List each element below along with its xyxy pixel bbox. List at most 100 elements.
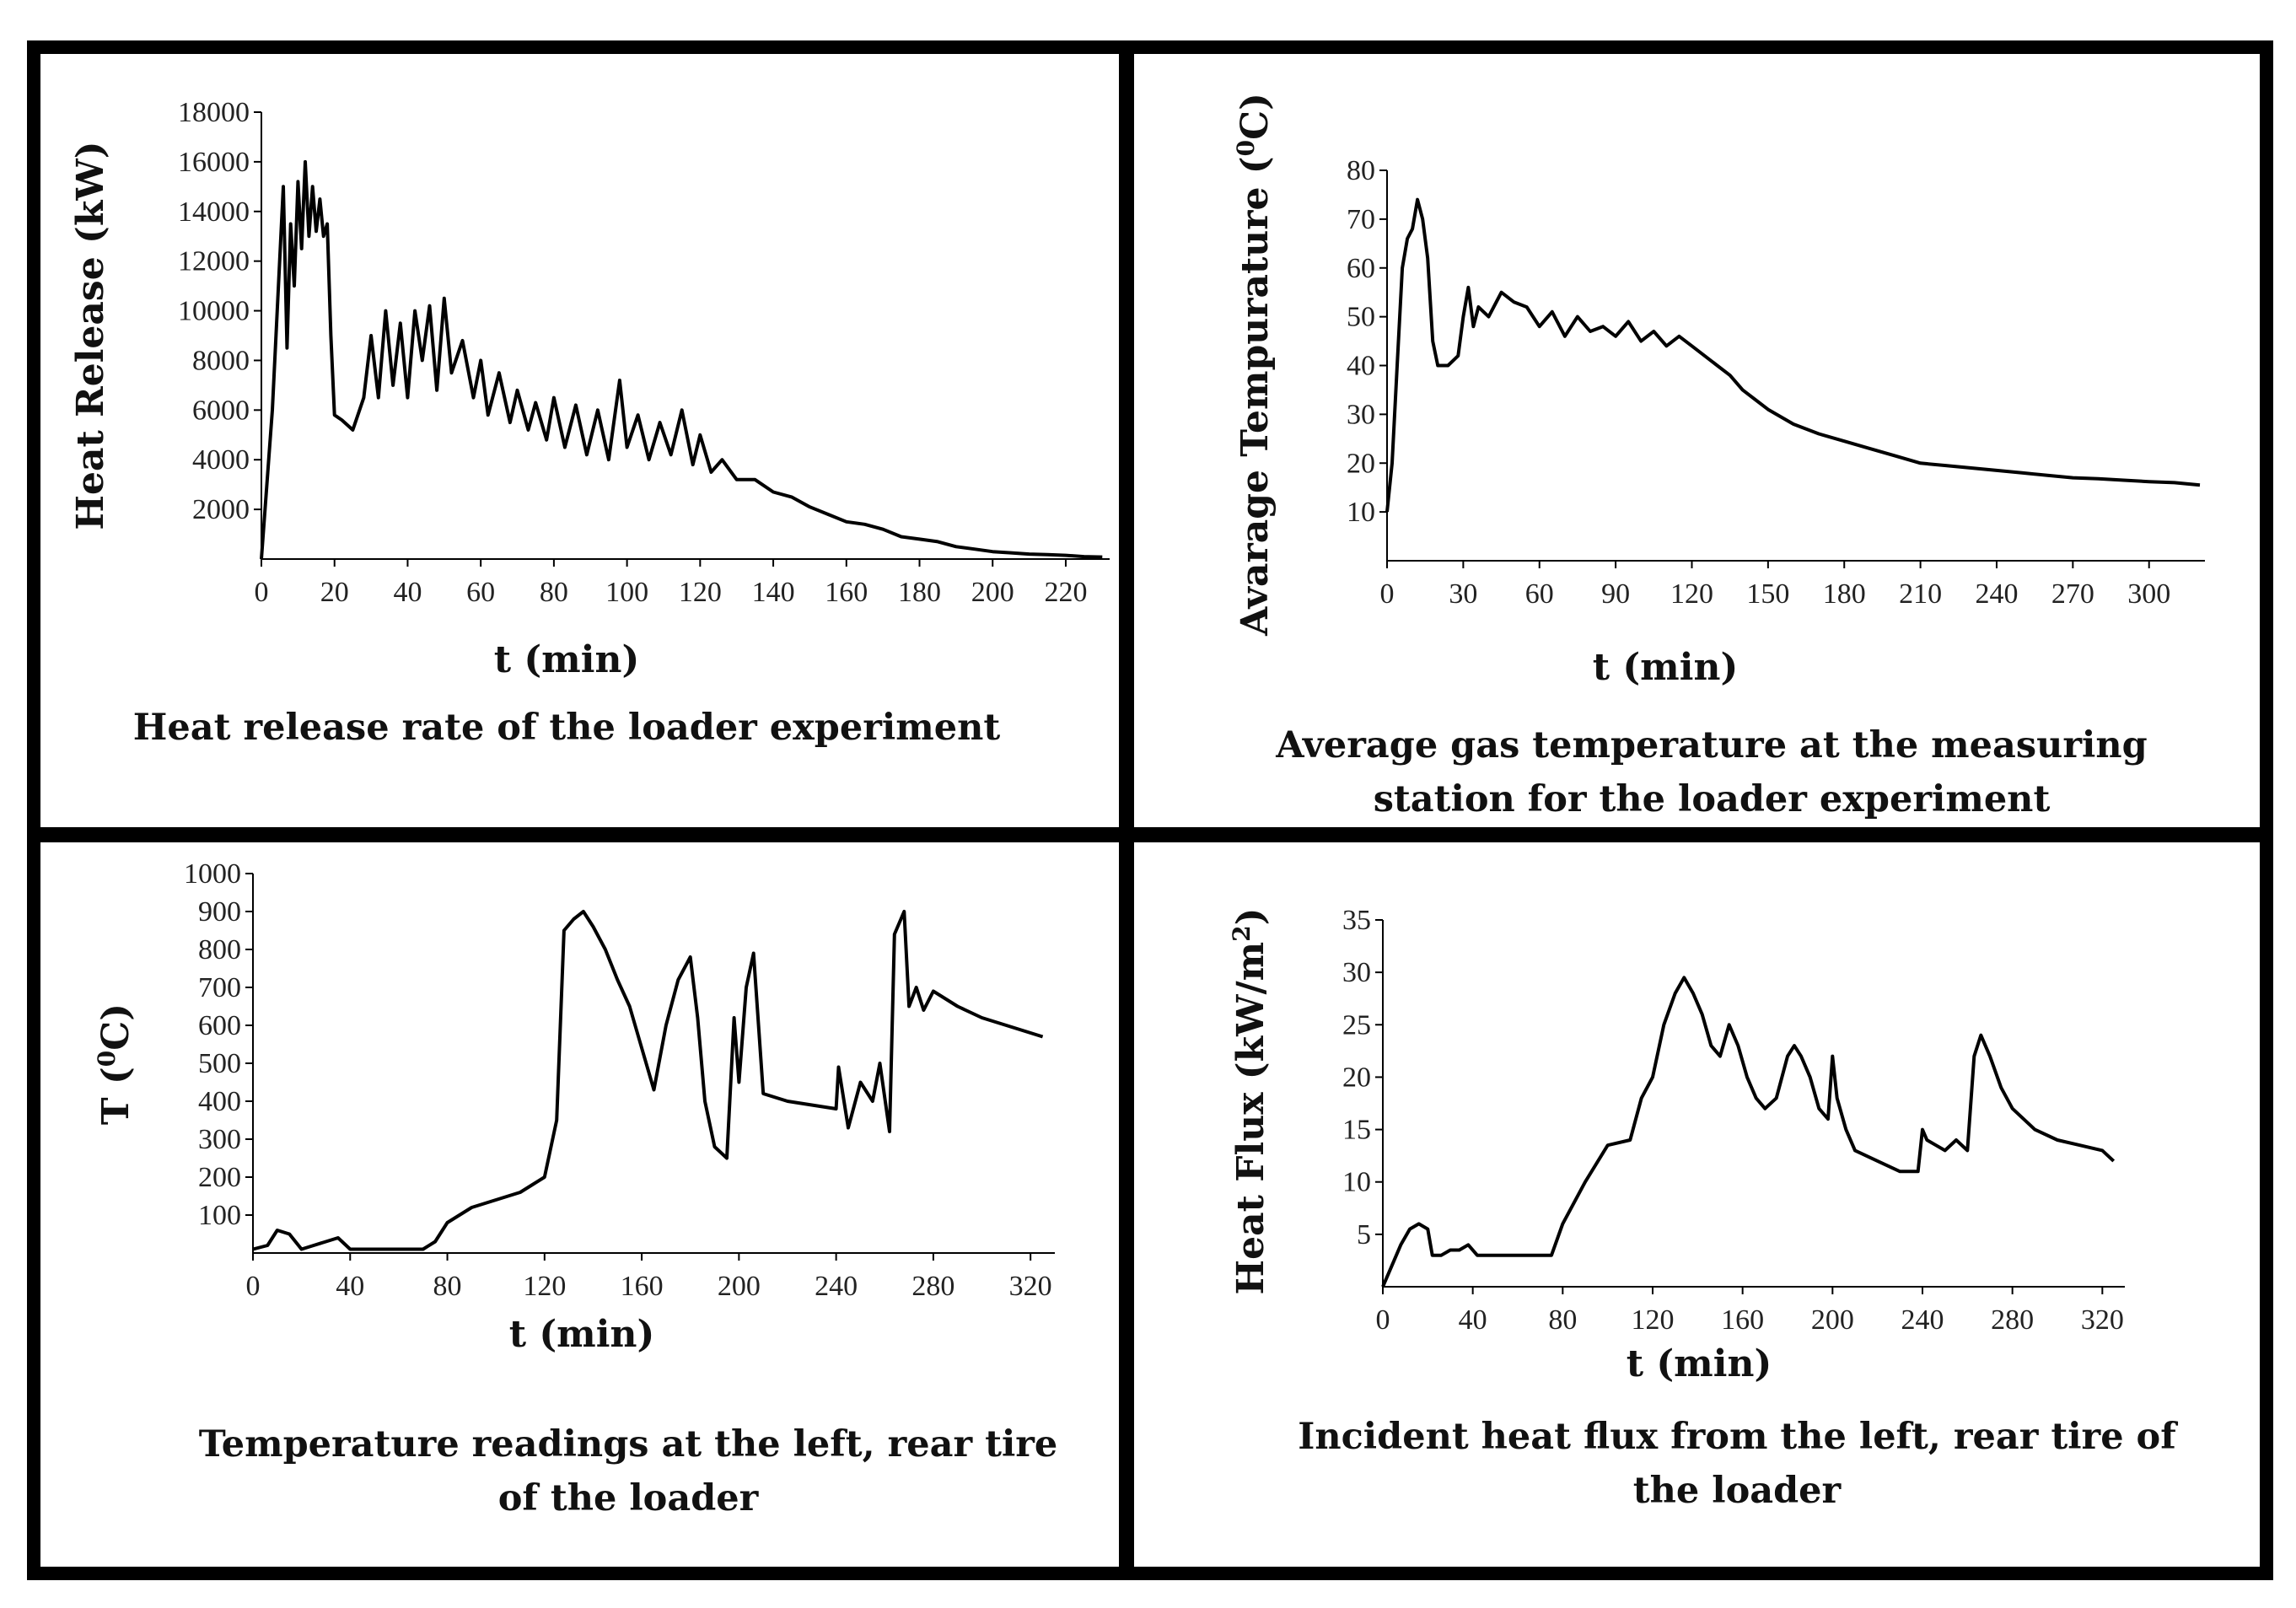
gas-temperature-ylabel: Avarage Tempurature (0C) [1232,93,1277,637]
y-tick-label: 12000 [178,246,250,277]
x-tick-label: 60 [1525,578,1554,610]
y-tick-label: 10 [1347,497,1375,528]
y-tick-label: 15 [1342,1115,1371,1146]
x-tick-label: 200 [718,1271,761,1302]
y-tick-label: 70 [1347,204,1375,235]
heat-release-caption: Heat release rate of the loader experime… [133,707,1001,749]
x-tick-label: 40 [393,577,422,608]
y-tick-label: 100 [198,1200,241,1231]
y-tick-label: 5 [1357,1219,1371,1250]
y-tick-label: 10000 [178,296,250,327]
gas-temperature-caption-line2: station for the loader experiment [1374,778,2051,820]
x-tick-label: 120 [1632,1304,1675,1336]
x-tick-label: 150 [1746,578,1789,610]
y-tick-label: 300 [198,1124,241,1155]
panel-frames [27,40,2273,1580]
x-tick-label: 240 [1975,578,2018,610]
y-tick-label: 80 [1347,155,1375,186]
x-tick-label: 80 [1548,1304,1577,1336]
x-tick-label: 40 [336,1271,364,1302]
tire-temperature-xlabel: t (min) [509,1313,655,1356]
x-tick-label: 210 [1899,578,1942,610]
y-tick-label: 200 [198,1162,241,1193]
y-tick-label: 60 [1347,253,1375,284]
x-tick-label: 180 [1823,578,1866,610]
heat-flux-caption-line2: the loader [1633,1470,1842,1512]
panel-heat-flux: 5 10 15 20 25 30 35 0 40 80 120 160 200 240 280 320 Hea… [1228,905,2178,1512]
outer-frame [27,40,2273,1580]
y-tick-label: 8000 [192,345,250,376]
y-tick-label: 30 [1342,957,1371,988]
x-tick-label: 180 [898,577,941,608]
x-tick-label: 20 [320,577,349,608]
x-tick-label: 0 [1380,578,1395,610]
series-line [260,159,1103,560]
series-line [1385,197,2201,513]
x-tick-label: 140 [752,577,795,608]
x-tick-label: 240 [815,1271,858,1302]
x-tick-label: 100 [605,577,648,608]
x-tick-label: 90 [1601,578,1630,610]
y-tick-label: 800 [198,934,241,965]
x-tick-label: 60 [466,577,495,608]
x-tick-label: 80 [433,1271,462,1302]
x-tick-label: 80 [540,577,568,608]
tire-temperature-ylabel: T (0C) [93,1003,137,1125]
y-tick-label: 14000 [178,196,250,228]
y-tick-label: 2000 [192,494,250,525]
x-tick-label: 160 [825,577,868,608]
y-tick-label: 1000 [184,858,241,890]
y-tick-label: 25 [1342,1009,1371,1041]
series-line [252,910,1044,1251]
x-tick-label: 160 [621,1271,664,1302]
heat-flux-ylabel: Heat Flux (kW/m2) [1228,908,1272,1295]
x-tick-label: 120 [523,1271,566,1302]
y-tick-label: 500 [198,1048,241,1079]
series-line [1381,976,2116,1288]
tire-temperature-caption-line2: of the loader [498,1477,760,1519]
x-tick-label: 120 [679,577,722,608]
x-tick-label: 0 [255,577,269,608]
x-tick-label: 200 [971,577,1014,608]
heat-flux-xlabel: t (min) [1627,1342,1772,1385]
x-tick-label: 240 [1901,1304,1944,1336]
y-tick-label: 700 [198,972,241,1003]
x-tick-label: 320 [2081,1304,2124,1336]
y-tick-label: 4000 [192,444,250,476]
x-tick-label: 40 [1459,1304,1487,1336]
y-tick-label: 10 [1342,1167,1371,1198]
y-tick-label: 30 [1347,399,1375,430]
x-tick-label: 220 [1044,577,1087,608]
tire-temperature-caption-line1: Temperature readings at the left, rear t… [199,1423,1058,1465]
x-tick-label: 280 [1991,1304,2034,1336]
x-tick-label: 0 [246,1271,261,1302]
heat-release-ylabel: Heat Release (kW) [69,141,112,530]
gas-temperature-plot: 10 20 30 40 50 60 70 80 0 30 60 90 120 150 180 210 240 27… [1347,155,2205,610]
y-tick-label: 6000 [192,395,250,426]
y-tick-label: 20 [1347,448,1375,479]
heat-release-plot: 2000400060008000100001200014000160001800… [178,97,1110,608]
y-tick-label: 400 [198,1086,241,1117]
panel-gas-temperature: 10 20 30 40 50 60 70 80 0 30 60 90 120 150 180 210 240 27… [1232,93,2205,820]
y-tick-label: 50 [1347,302,1375,333]
y-tick-label: 18000 [178,97,250,128]
heat-flux-caption-line1: Incident heat flux from the left, rear t… [1298,1416,2178,1458]
y-tick-label: 900 [198,896,241,928]
x-tick-label: 0 [1376,1304,1390,1336]
panel-heat-release: 2000400060008000100001200014000160001800… [69,97,1110,749]
x-tick-label: 280 [911,1271,954,1302]
x-tick-label: 160 [1721,1304,1764,1336]
panel-tire-temperature: 100 200 300 400 500 600 700 800 900 1000 0 40 80 120 1… [93,858,1057,1519]
gas-temperature-caption-line1: Average gas temperature at the measuring [1275,724,2147,766]
x-tick-label: 30 [1449,578,1477,610]
heat-release-xlabel: t (min) [494,638,640,681]
heat-flux-plot: 5 10 15 20 25 30 35 0 40 80 120 160 200 240 280 320 [1342,905,2125,1336]
x-tick-label: 120 [1670,578,1713,610]
tire-temperature-plot: 100 200 300 400 500 600 700 800 900 1000 0 40 80 120 1… [184,858,1055,1302]
y-tick-label: 40 [1347,351,1375,382]
x-tick-label: 300 [2127,578,2170,610]
x-tick-label: 270 [2051,578,2094,610]
x-tick-label: 320 [1009,1271,1052,1302]
x-tick-label: 200 [1811,1304,1854,1336]
